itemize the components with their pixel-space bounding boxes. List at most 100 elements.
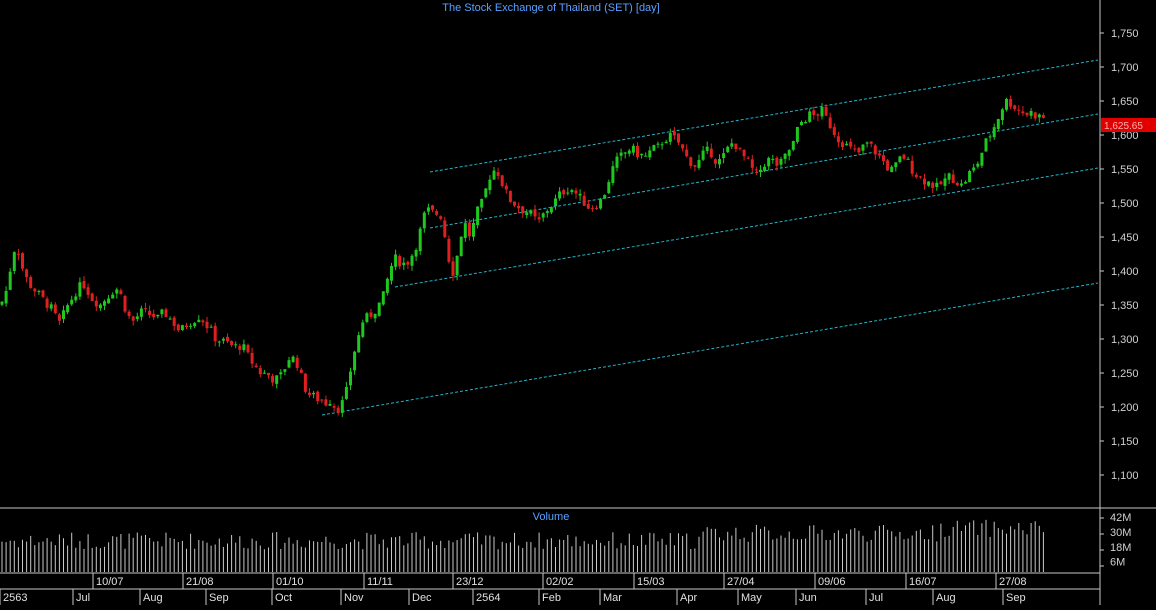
candle-body [164,309,168,317]
candle-body [709,148,713,158]
date-label: 16/07 [909,576,937,588]
candle-body [144,308,147,310]
trend-line [429,113,1099,229]
date-label: 10/07 [96,576,124,588]
candle-body [972,167,976,171]
candle-body [49,304,53,309]
candle-body [873,145,877,155]
date-label: 01/10 [276,576,304,588]
candle-body [29,276,33,288]
candle-body [677,133,680,143]
candle-body [185,325,188,328]
candle-body [467,222,471,237]
candle-body [898,156,902,163]
candle-body [718,159,721,165]
candle-body [705,146,709,151]
candle-body [1000,109,1004,120]
candle-body [992,127,996,138]
price-tick-label: 1,150 [1111,436,1139,448]
candle-body [246,344,250,353]
candle-body [238,345,242,350]
candle-body [303,373,307,392]
candle-body [86,287,90,295]
candle-body [959,183,963,186]
month-label: Aug [143,592,163,604]
candle-body [82,281,86,289]
candle-body [894,162,898,168]
candle-body [882,155,885,161]
candle-body [750,159,754,168]
candle-body [759,169,762,172]
candle-body [685,149,689,157]
price-tick-label: 1,350 [1111,300,1139,312]
candle-body [410,255,414,266]
candle-body [521,206,525,214]
candle-body [525,212,529,215]
candle-body [316,391,320,402]
volume-tick-label: 6M [1110,557,1125,569]
candle-body [267,372,270,376]
candle-body [160,309,164,315]
date-label: 09/06 [818,576,846,588]
candle-body [791,141,795,150]
candle-body [652,145,656,151]
chart-title: The Stock Exchange of Thailand (SET) [da… [442,2,659,14]
candle-body [74,296,78,301]
candle-body [619,152,623,156]
candle-body [910,160,914,174]
candle-body [566,192,570,194]
candle-body [426,207,430,212]
candle-body [996,119,1000,129]
date-label: 27/04 [727,576,755,588]
candle-body [832,127,836,135]
candle-body [148,310,152,315]
candle-body [849,141,853,147]
candle-body [1009,99,1013,107]
candle-body [554,198,557,207]
month-label: Jul [76,592,90,604]
candle-body [451,261,455,276]
candle-body [767,157,771,167]
candle-body [914,174,918,178]
candle-body [320,399,324,401]
candle-body [508,191,512,202]
candle-body [340,400,344,413]
candle-body [262,372,266,374]
price-tick-label: 1,600 [1111,130,1139,142]
candle-body [570,190,574,193]
candle-body [361,322,365,337]
candle-body [353,351,357,371]
candle-body [931,182,935,188]
price-tick-label: 1,550 [1111,164,1139,176]
month-label: Jul [869,592,883,604]
candle-body [968,171,972,183]
candle-body [172,317,176,326]
candle-body [927,181,931,186]
candle-body [70,299,74,305]
candle-body [615,156,619,168]
candle-body [332,406,336,408]
month-label: Sep [209,592,229,604]
candle-body [517,205,521,209]
price-tick-label: 1,700 [1111,62,1139,74]
candle-body [701,150,705,160]
candle-body [812,110,816,116]
candle-body [16,253,20,256]
candle-body [1021,111,1025,114]
candle-body [607,182,611,194]
candle-body [935,182,939,187]
month-label: Jun [799,592,817,604]
candle-body [545,211,549,213]
candle-body [197,319,201,323]
candle-body [394,254,398,267]
candle-body [156,314,160,317]
candle-body [533,209,537,217]
month-label: Dec [412,592,432,604]
candle-body [636,145,639,157]
date-label: 15/03 [637,576,665,588]
candle-body [820,106,824,117]
candle-body [180,325,184,331]
candle-body [644,155,648,157]
candle-body [582,195,586,206]
